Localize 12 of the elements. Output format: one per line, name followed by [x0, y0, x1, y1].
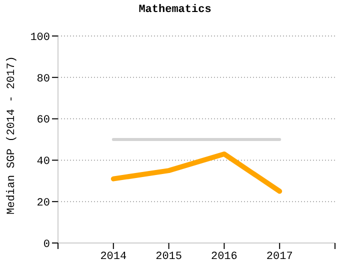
x-tick-label: 2014 [100, 250, 127, 263]
y-tick-label: 60 [36, 114, 50, 127]
chart-title: Mathematics [138, 4, 212, 16]
y-tick-label: 80 [36, 73, 50, 86]
x-tick-label: 2016 [210, 250, 238, 263]
y-axis-title: Median SGP (2014 - 2017) [6, 56, 18, 214]
x-tick-label: 2017 [266, 250, 293, 263]
y-tick-label: 0 [43, 238, 50, 251]
y-tick-label: 40 [36, 156, 50, 168]
y-tick-label: 100 [30, 32, 50, 44]
x-tick-label: 2015 [156, 250, 182, 263]
y-tick-label: 20 [36, 198, 50, 210]
